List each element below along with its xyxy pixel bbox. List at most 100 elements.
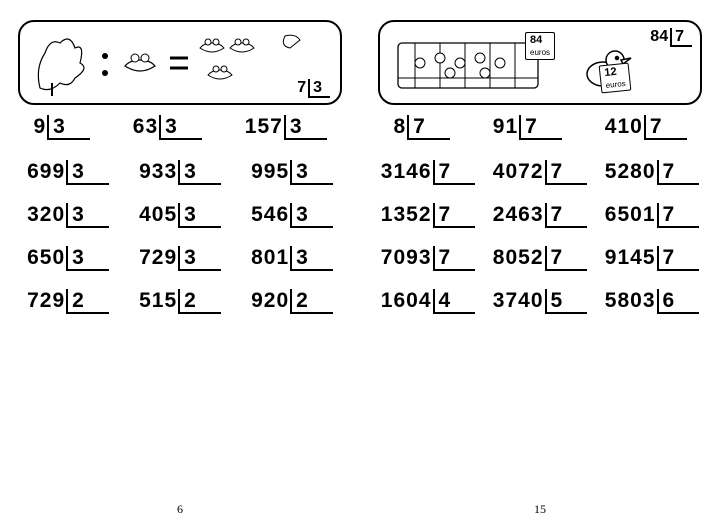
quotient-blank[interactable] [565, 164, 587, 185]
quotient-blank[interactable] [677, 164, 699, 185]
dividend: 63 [133, 115, 158, 138]
division-problem: 58036 [605, 289, 699, 314]
divisor: 6 [657, 289, 678, 314]
divisor: 7 [433, 246, 454, 271]
right-problems-grid: 8791741073146740727528071352724637650177… [372, 113, 708, 332]
division-problem: 87 [393, 115, 449, 140]
divisor: 3 [290, 160, 311, 185]
dividend: 546 [251, 203, 289, 226]
divisor: 3 [47, 115, 68, 140]
divisor: 7 [545, 160, 566, 185]
division-problem: 5152 [139, 289, 221, 314]
division-problem: 31467 [381, 160, 475, 185]
price-sign-each: 12euros [600, 64, 630, 92]
dividend: 3740 [493, 289, 544, 312]
quotient-blank[interactable] [453, 250, 475, 271]
quotient-blank[interactable] [677, 207, 699, 228]
left-page: 73 9363315736993933399533203405354636503… [0, 0, 360, 523]
division-problem: 4053 [139, 203, 221, 228]
dividend: 9145 [605, 246, 656, 269]
quotient-blank[interactable] [311, 207, 333, 228]
illus-problem-right: 847 [650, 28, 692, 46]
quotient-blank[interactable] [199, 164, 221, 185]
dividend: 699 [27, 160, 65, 183]
quotient-blank[interactable] [180, 119, 202, 140]
divisor: 3 [66, 203, 87, 228]
divisor: 5 [545, 289, 566, 314]
division-problem: 24637 [493, 203, 587, 228]
divisor: 2 [66, 289, 87, 314]
quotient-blank[interactable] [453, 293, 475, 314]
price-sign-total: 84euros [525, 32, 555, 60]
quotient-blank[interactable] [428, 119, 450, 140]
quotient-blank[interactable] [540, 119, 562, 140]
division-problem: 65017 [605, 203, 699, 228]
quotient-blank[interactable] [311, 293, 333, 314]
dividend: 933 [139, 160, 177, 183]
division-problem: 37405 [493, 289, 587, 314]
dividend: 729 [27, 289, 65, 312]
quotient-blank[interactable] [87, 250, 109, 271]
dividend: 91 [493, 115, 518, 138]
divisor: 7 [545, 246, 566, 271]
divisor: 7 [644, 115, 665, 140]
dividend: 729 [139, 246, 177, 269]
dividend: 995 [251, 160, 289, 183]
division-problem: 3203 [27, 203, 109, 228]
division-problem: 9202 [251, 289, 333, 314]
divisor: 7 [545, 203, 566, 228]
divisor: 3 [178, 203, 199, 228]
quotient-blank[interactable] [199, 207, 221, 228]
quotient-blank[interactable] [87, 164, 109, 185]
problem-row: 1352 724637 65017 [372, 203, 708, 228]
division-problem: 16044 [381, 289, 475, 314]
dividend: 801 [251, 246, 289, 269]
quotient-blank[interactable] [453, 207, 475, 228]
quotient-blank[interactable] [453, 164, 475, 185]
dividend: 5803 [605, 289, 656, 312]
division-problem: 633 [133, 115, 202, 140]
quotient-blank[interactable] [199, 293, 221, 314]
divisor: 3 [66, 160, 87, 185]
quotient-blank[interactable] [677, 250, 699, 271]
right-page: 84euros 12euros 847 87917410731467407275… [360, 0, 720, 523]
dividend: 405 [139, 203, 177, 226]
quotient-blank[interactable] [305, 119, 327, 140]
division-problem: 9953 [251, 160, 333, 185]
page-number-right: 15 [534, 502, 546, 517]
quotient-blank[interactable] [68, 119, 90, 140]
dividend: 3146 [381, 160, 432, 183]
problem-row: 320340535463 [12, 203, 348, 228]
quotient-blank[interactable] [677, 293, 699, 314]
left-problems-grid: 9363315736993933399533203405354636503729… [12, 113, 348, 332]
quotient-blank[interactable] [565, 250, 587, 271]
divisor: 3 [66, 246, 87, 271]
divisor: 2 [178, 289, 199, 314]
dividend: 1604 [381, 289, 432, 312]
problem-row: 709378052791457 [372, 246, 708, 271]
quotient-blank[interactable] [565, 207, 587, 228]
division-problem: 80527 [493, 246, 587, 271]
dividend: 1352 [381, 203, 432, 226]
dividend: 8 [393, 115, 406, 138]
problem-row: 314674072752807 [372, 160, 708, 185]
divisor: 7 [433, 160, 454, 185]
quotient-blank[interactable] [199, 250, 221, 271]
quotient-blank[interactable] [87, 293, 109, 314]
page-number-left: 6 [177, 502, 183, 517]
quotient-blank[interactable] [87, 207, 109, 228]
division-problem: 5463 [251, 203, 333, 228]
dividend: 8052 [493, 246, 544, 269]
divisor: 3 [290, 203, 311, 228]
quotient-blank[interactable] [565, 293, 587, 314]
nests-illustration [26, 28, 334, 98]
quotient-blank[interactable] [665, 119, 687, 140]
quotient-blank[interactable] [311, 164, 333, 185]
divisor: 7 [407, 115, 428, 140]
illus-problem-left: 73 [297, 79, 330, 97]
quotient-blank[interactable] [311, 250, 333, 271]
division-problem: 8013 [251, 246, 333, 271]
problem-row: 699393339953 [12, 160, 348, 185]
division-problem: 9333 [139, 160, 221, 185]
division-problem: 6993 [27, 160, 109, 185]
